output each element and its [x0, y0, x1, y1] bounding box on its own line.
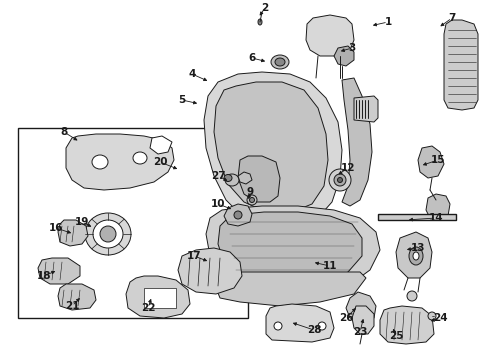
Text: 14: 14	[428, 213, 443, 223]
Polygon shape	[126, 276, 190, 318]
Text: 17: 17	[186, 251, 201, 261]
Polygon shape	[214, 82, 327, 212]
Ellipse shape	[273, 322, 282, 330]
Ellipse shape	[412, 252, 418, 260]
Polygon shape	[395, 232, 431, 278]
Text: 24: 24	[432, 313, 447, 323]
Polygon shape	[224, 204, 251, 226]
Polygon shape	[341, 78, 371, 206]
Polygon shape	[205, 206, 379, 294]
Polygon shape	[66, 134, 174, 190]
Bar	[143, 288, 176, 308]
Ellipse shape	[270, 55, 288, 69]
Polygon shape	[238, 172, 251, 184]
Polygon shape	[379, 306, 433, 344]
Text: 13: 13	[410, 243, 425, 253]
Text: 5: 5	[178, 95, 185, 105]
Polygon shape	[178, 248, 242, 294]
Text: 4: 4	[188, 69, 195, 79]
Polygon shape	[346, 292, 375, 322]
Polygon shape	[218, 212, 361, 288]
Ellipse shape	[317, 322, 325, 330]
Text: 28: 28	[306, 325, 321, 335]
Text: 9: 9	[246, 187, 253, 197]
Polygon shape	[238, 156, 280, 202]
Ellipse shape	[274, 58, 285, 66]
Ellipse shape	[333, 174, 346, 186]
Ellipse shape	[224, 175, 231, 181]
Text: 16: 16	[49, 223, 63, 233]
Text: 3: 3	[347, 43, 355, 53]
Polygon shape	[150, 136, 172, 154]
Text: 22: 22	[141, 303, 155, 313]
Ellipse shape	[406, 291, 416, 301]
Polygon shape	[38, 258, 80, 284]
Text: 21: 21	[64, 301, 79, 311]
Text: 27: 27	[210, 171, 225, 181]
Polygon shape	[216, 272, 365, 306]
Text: 19: 19	[75, 217, 89, 227]
Text: 7: 7	[447, 13, 455, 23]
Text: 20: 20	[152, 157, 167, 167]
Polygon shape	[58, 220, 88, 246]
Ellipse shape	[258, 19, 262, 25]
Ellipse shape	[100, 226, 116, 242]
Polygon shape	[58, 284, 96, 310]
Text: 11: 11	[322, 261, 337, 271]
Polygon shape	[265, 304, 333, 342]
Text: 15: 15	[430, 155, 445, 165]
Text: 12: 12	[340, 163, 354, 173]
Ellipse shape	[328, 169, 350, 191]
Polygon shape	[305, 15, 353, 56]
Bar	[18, 128, 247, 318]
Ellipse shape	[85, 213, 131, 255]
Polygon shape	[353, 96, 377, 122]
Ellipse shape	[234, 211, 242, 219]
Text: 26: 26	[338, 313, 352, 323]
Polygon shape	[417, 146, 443, 178]
Ellipse shape	[92, 155, 108, 169]
Text: 6: 6	[248, 53, 255, 63]
Text: 1: 1	[384, 17, 391, 27]
Bar	[377, 214, 455, 220]
Text: 18: 18	[37, 271, 51, 281]
Ellipse shape	[93, 220, 123, 248]
Ellipse shape	[133, 152, 147, 164]
Text: 2: 2	[261, 3, 268, 13]
Text: 10: 10	[210, 199, 225, 209]
Ellipse shape	[246, 195, 257, 205]
Polygon shape	[425, 194, 449, 220]
Ellipse shape	[337, 177, 342, 183]
Text: 23: 23	[352, 327, 366, 337]
Ellipse shape	[249, 198, 254, 202]
Ellipse shape	[427, 312, 435, 320]
Ellipse shape	[408, 247, 422, 265]
Text: 25: 25	[388, 331, 403, 341]
Ellipse shape	[224, 174, 239, 186]
Polygon shape	[443, 20, 477, 110]
Polygon shape	[333, 46, 353, 66]
Polygon shape	[203, 72, 341, 228]
Polygon shape	[351, 306, 373, 334]
Text: 8: 8	[60, 127, 67, 137]
